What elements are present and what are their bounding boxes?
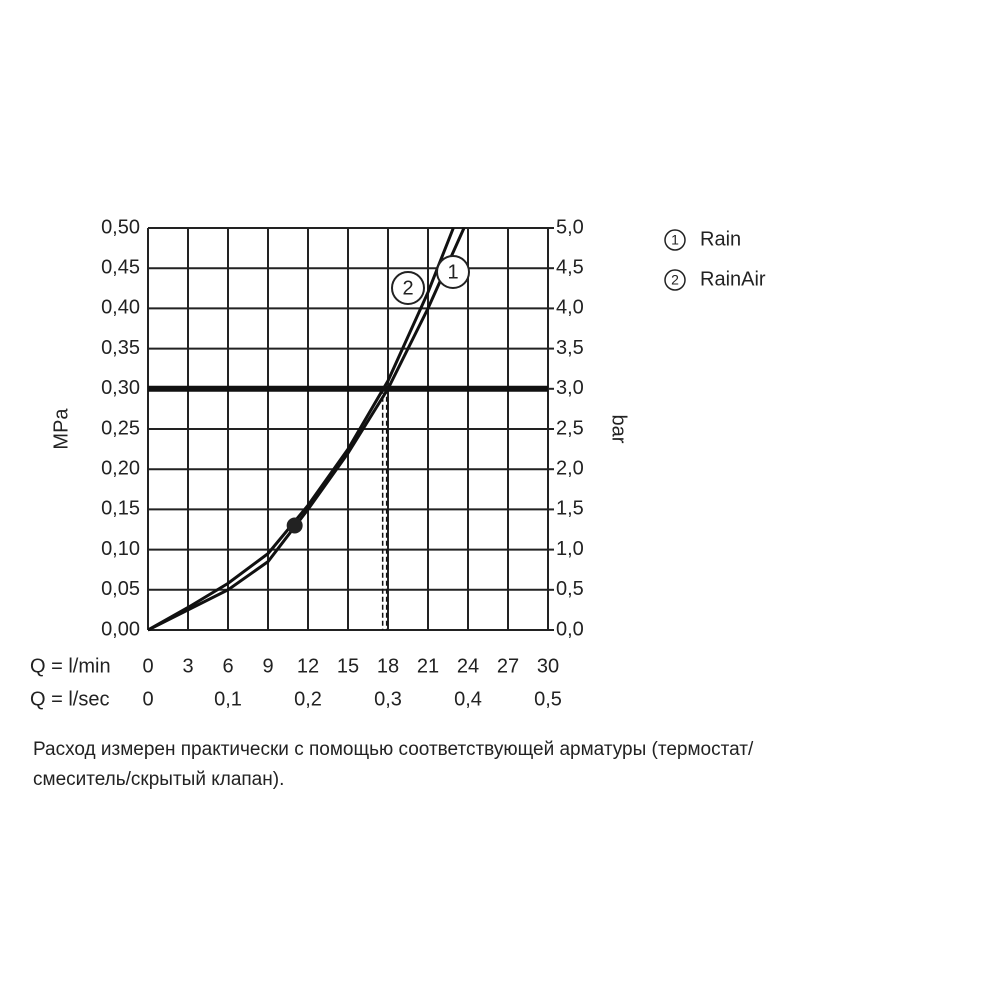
x2-tick-label: 0 [142,688,153,710]
note-line: смеситель/скрытый клапан). [33,769,284,790]
y2-tick-label: 1,0 [556,538,584,560]
y-tick-label: 0,15 [101,498,140,520]
legend-badge-label: 1 [671,232,679,248]
x-tick-label: 18 [377,655,399,677]
x2-tick-label: 0,4 [454,688,482,710]
series-badge [436,255,470,289]
legend-badge [664,269,686,291]
x-tick-label: 30 [537,655,559,677]
legend-badge [664,229,686,251]
x2-axis-label: Q = l/sec [30,688,109,710]
legend-label: Rain [700,228,741,250]
marker-point [286,517,303,534]
y-axis-label: MPa [50,408,72,450]
y-tick-label: 0,20 [101,457,140,479]
y2-axis-label: bar [608,415,630,444]
x-tick-label: 12 [297,655,319,677]
y2-tick-label: 4,5 [556,256,584,278]
x-tick-label: 6 [222,655,233,677]
y-tick-label: 0,00 [101,618,140,640]
y-tick-label: 0,40 [101,297,140,319]
legend-badge-label: 2 [671,272,679,288]
x-tick-label: 27 [497,655,519,677]
y-tick-label: 0,45 [101,256,140,278]
x-tick-label: 0 [142,655,153,677]
y2-tick-label: 4,0 [556,297,584,319]
y-tick-label: 0,10 [101,538,140,560]
series-badge-label: 2 [402,277,413,299]
x-tick-label: 3 [182,655,193,677]
x2-tick-label: 0,5 [534,688,562,710]
note-line: Расход измерен практически с помощью соо… [33,739,754,760]
y-tick-label: 0,05 [101,578,140,600]
y2-tick-label: 0,5 [556,578,584,600]
x-tick-label: 24 [457,655,479,677]
x2-tick-label: 0,2 [294,688,322,710]
y2-tick-label: 2,0 [556,457,584,479]
x-axis-label: Q = l/min [30,655,111,677]
y-tick-label: 0,30 [101,377,140,399]
series-line [148,227,466,632]
y2-tick-label: 3,5 [556,337,584,359]
y2-tick-label: 2,5 [556,417,584,439]
y-tick-label: 0,50 [101,216,140,238]
series-line [148,227,455,632]
y2-tick-label: 5,0 [556,216,584,238]
x-tick-label: 21 [417,655,439,677]
x2-tick-label: 0,3 [374,688,402,710]
y2-tick-label: 1,5 [556,498,584,520]
x-tick-label: 9 [262,655,273,677]
x2-tick-label: 0,1 [214,688,242,710]
x-tick-label: 15 [337,655,359,677]
legend-label: RainAir [700,268,766,290]
y-tick-label: 0,35 [101,337,140,359]
y2-tick-label: 0,0 [556,618,584,640]
series-badge [391,271,425,305]
y2-tick-label: 3,0 [556,377,584,399]
series-badge-label: 1 [447,261,458,283]
y-tick-label: 0,25 [101,417,140,439]
